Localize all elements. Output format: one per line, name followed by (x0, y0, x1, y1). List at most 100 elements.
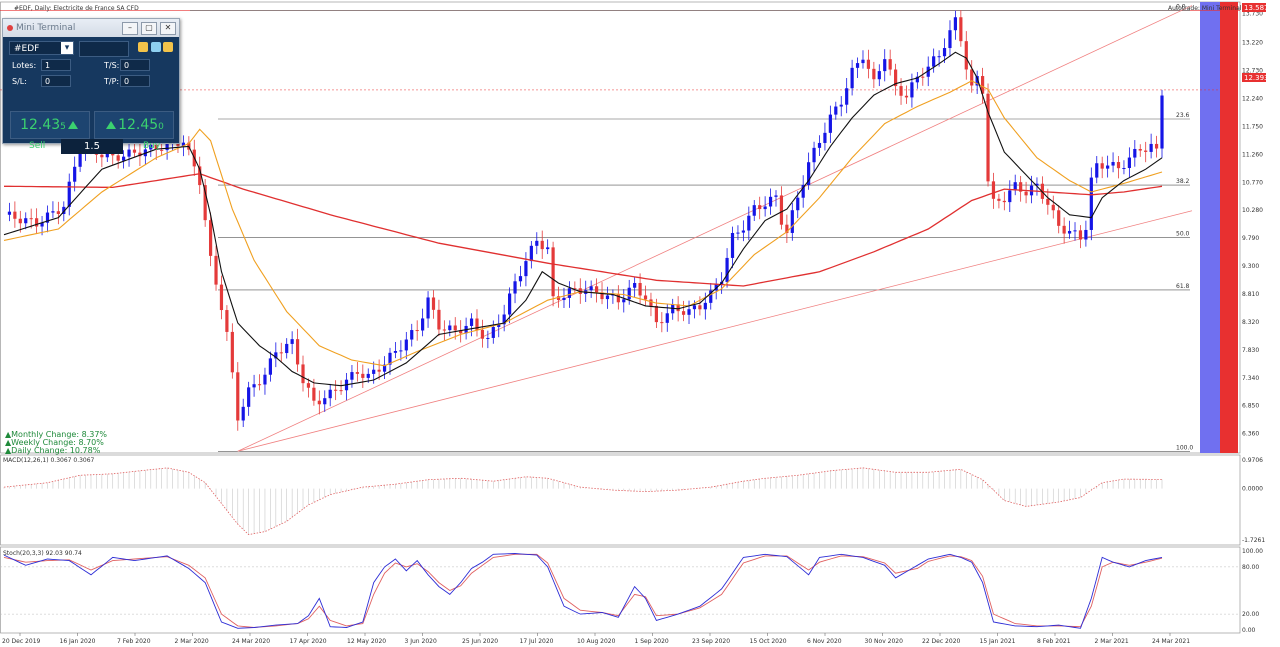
candle-body (149, 144, 153, 150)
candle-body (257, 384, 262, 386)
stoch-pane-border (0, 546, 1241, 634)
sl-input[interactable]: 0 (41, 75, 71, 87)
symbol-select[interactable]: #EDF (9, 41, 74, 55)
candle-body (839, 104, 843, 107)
tp-input[interactable]: 0 (120, 75, 150, 87)
candle-body (1046, 198, 1050, 205)
ma-fast-line (3, 51, 1163, 387)
candle-body (774, 195, 778, 197)
ts-input[interactable]: 0 (120, 59, 150, 71)
candle-body (959, 17, 963, 42)
candle-body (654, 305, 658, 323)
tp-label: T/P: (104, 77, 120, 86)
lot-size-input[interactable]: 1.5 (61, 139, 123, 154)
weekly-change: ▲Weekly Change: 8.70% (5, 438, 104, 447)
candle-body (926, 66, 930, 77)
candle-body (1106, 165, 1110, 169)
stoch-tick: 0.00 (1242, 627, 1256, 634)
candle-body (573, 288, 577, 290)
candle-body (1078, 230, 1083, 240)
candle-body (1149, 143, 1153, 152)
blank-field[interactable] (79, 41, 129, 57)
candle-body (1024, 191, 1028, 196)
restore-button[interactable]: ▢ (141, 21, 157, 35)
candle-body (40, 222, 44, 227)
sell-price-button[interactable]: 12.435 (10, 111, 90, 139)
buy-price-small: 0 (158, 122, 164, 132)
candle-body (45, 212, 50, 223)
candle-body (589, 286, 593, 291)
minimize-button[interactable]: – (122, 21, 138, 35)
x-tick-label: 16 Jan 2020 (60, 638, 96, 645)
candle-body (181, 142, 186, 146)
x-tick-label: 12 May 2020 (347, 638, 386, 645)
candle-body (883, 59, 887, 72)
candle-body (1019, 182, 1023, 192)
candle-body (980, 76, 985, 94)
sell-price-main: 12.43 (20, 117, 61, 133)
buy-button[interactable]: Buy (143, 141, 161, 151)
candle-body (823, 132, 827, 143)
candle-body (703, 302, 707, 310)
candle-body (252, 384, 256, 388)
fib-label: 0.0 (1176, 4, 1186, 11)
candle-body (241, 406, 245, 421)
mini-terminal-titlebar[interactable]: Mini Terminal – ▢ ✕ (3, 19, 179, 37)
macd-tick: 0.9706 (1242, 457, 1263, 464)
close-button[interactable]: ✕ (160, 21, 176, 35)
candle-body (725, 257, 729, 282)
candle-body (768, 196, 773, 207)
candle-body (709, 290, 713, 303)
x-tick-label: 20 Dec 2019 (2, 638, 41, 645)
candle-body (1002, 200, 1006, 203)
chevron-down-icon[interactable]: ▾ (61, 42, 73, 54)
candle-body (51, 211, 55, 213)
candle-body (453, 325, 457, 331)
gear-icon[interactable] (151, 42, 161, 52)
candle-body (219, 284, 224, 311)
trendline (237, 210, 1193, 452)
candle-body (1013, 182, 1017, 191)
buy-price-button[interactable]: 12.450 (94, 111, 174, 139)
lots-label: Lotes: (12, 61, 37, 70)
sell-button[interactable]: Sell (29, 141, 46, 151)
candle-body (328, 389, 332, 399)
sell-price-small: 5 (60, 122, 66, 132)
candle-body (540, 240, 544, 250)
lots-input[interactable]: 1 (41, 59, 71, 71)
lock-icon[interactable] (163, 42, 173, 52)
price-tick: 11.260 (1242, 151, 1263, 158)
candle-body (894, 69, 898, 87)
candle-body (35, 218, 39, 227)
x-tick-label: 6 Nov 2020 (807, 638, 842, 645)
candle-body (904, 95, 909, 98)
candle-body (567, 288, 572, 298)
candle-body (100, 154, 104, 158)
candle-body (948, 30, 952, 49)
price-tick: 10.770 (1242, 179, 1263, 186)
candle-body (388, 352, 392, 365)
x-tick-label: 22 Dec 2020 (922, 638, 961, 645)
candle-body (132, 149, 137, 153)
candle-body (964, 41, 968, 70)
chart-header: #EDF, Daily: Electricite de France SA CF… (14, 5, 139, 12)
candle-body (1008, 190, 1012, 203)
mini-terminal[interactable]: Mini Terminal – ▢ ✕ #EDF ▾ Lotes: 1 T/S:… (2, 18, 180, 154)
candle-body (350, 372, 354, 380)
buy-price-main: 12.45 (118, 117, 159, 133)
candle-body (459, 330, 463, 334)
copy-icon[interactable] (138, 42, 148, 52)
candle-body (562, 297, 566, 301)
candle-body (807, 162, 811, 186)
candle-body (290, 339, 294, 344)
candle-body (698, 305, 702, 310)
stoch-tick: 80.00 (1242, 564, 1259, 571)
x-tick-label: 24 Mar 2020 (232, 638, 270, 645)
candle-body (970, 69, 974, 86)
candle-body (230, 331, 234, 373)
fib-label: 100.0 (1176, 444, 1193, 451)
candle-body (975, 76, 979, 86)
candle-body (361, 373, 365, 378)
candle-body (29, 218, 33, 220)
